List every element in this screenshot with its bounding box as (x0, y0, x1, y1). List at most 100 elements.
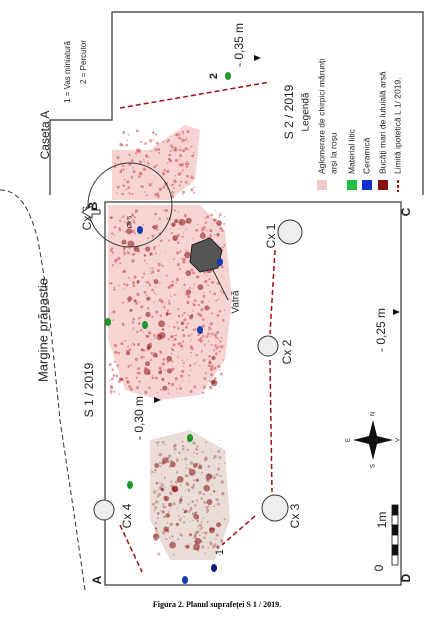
clay-speck (183, 288, 185, 290)
legend-swatch (378, 180, 388, 190)
clay-speck (208, 361, 212, 365)
clay-speck (135, 376, 138, 379)
clay-speck (153, 165, 157, 169)
clay-speck (133, 275, 137, 279)
clay-speck (129, 253, 131, 255)
clay-speck (152, 224, 158, 230)
caseta-outline (49, 11, 424, 195)
clay-speck (163, 495, 170, 502)
clay-speck (174, 443, 176, 445)
clay-speck (173, 452, 176, 454)
clay-speck (181, 448, 185, 451)
clay-speck (175, 334, 178, 336)
clay-speck (163, 486, 166, 489)
clay-speck (145, 294, 148, 296)
clay-speck (168, 454, 172, 458)
clay-speck (152, 278, 154, 280)
clay-speck (198, 313, 203, 317)
pit (93, 499, 115, 521)
clay-speck (121, 164, 125, 167)
find-marker (211, 564, 217, 572)
clay-speck (209, 527, 213, 531)
pit (257, 335, 279, 357)
clay-speck (197, 284, 204, 291)
clay-speck (187, 503, 190, 506)
clay-speck (158, 481, 161, 484)
clay-speck (193, 283, 195, 285)
clay-speck (158, 370, 163, 375)
clay-speck (155, 133, 158, 136)
label: - 0,30 m (132, 396, 146, 440)
clay-speck (182, 257, 186, 262)
clay-speck (170, 184, 173, 187)
clay-speck (156, 391, 159, 394)
clay-speck (179, 498, 183, 502)
clay-speck (175, 471, 179, 474)
clay-speck (153, 279, 159, 285)
clay-speck (172, 486, 179, 493)
clay-speck (181, 235, 184, 238)
clay-speck (148, 284, 151, 286)
clay-speck (183, 283, 186, 287)
clay-speck (157, 441, 160, 444)
clay-speck (214, 333, 217, 337)
clay-speck (154, 148, 158, 151)
limit-line (119, 524, 143, 573)
clay-speck (191, 512, 195, 516)
clay-speck (222, 318, 225, 322)
clay-speck (216, 314, 220, 317)
clay-speck (138, 301, 140, 303)
clay-speck (192, 483, 195, 486)
clay-speck (178, 384, 181, 386)
clay-speck (132, 342, 135, 345)
find-marker (217, 258, 223, 266)
clay-speck (151, 270, 155, 274)
clay-speck (218, 266, 220, 268)
clay-speck (156, 516, 159, 520)
clay-speck (110, 216, 113, 219)
clay-speck (117, 351, 121, 355)
clay-speck (117, 380, 121, 383)
clay-speck (158, 452, 163, 457)
clay-speck (185, 165, 189, 168)
clay-speck (158, 152, 161, 154)
clay-speck (182, 361, 185, 364)
clay-speck (146, 160, 148, 163)
clay-speck (216, 522, 222, 528)
clay-speck (113, 234, 115, 236)
clay-speck (177, 342, 181, 346)
arrow (81, 205, 101, 219)
clay-speck (210, 494, 212, 496)
clay-speck (171, 280, 174, 283)
clay-speck (113, 360, 116, 363)
clay-speck (149, 139, 153, 143)
clay-speck (161, 264, 164, 267)
clay-speck (213, 455, 217, 458)
clay-speck (142, 272, 146, 275)
clay-speck (127, 365, 131, 368)
clay-speck (154, 337, 156, 340)
clay-speck (154, 193, 157, 196)
clay-speck (159, 282, 161, 284)
clay-speck (111, 264, 115, 267)
clay-speck (137, 371, 141, 375)
clay-speck (167, 368, 173, 374)
clay-speck (219, 290, 223, 293)
clay-speck (133, 216, 136, 219)
clay-speck (114, 162, 116, 165)
clay-area (112, 125, 200, 200)
clay-speck (176, 251, 180, 255)
clay-speck (168, 491, 173, 496)
clay-speck (138, 380, 141, 383)
clay-speck (187, 141, 189, 143)
clay-speck (134, 209, 139, 213)
clay-speck (202, 385, 206, 389)
label: N (371, 412, 377, 416)
clay-speck (193, 533, 197, 537)
clay-speck (171, 339, 173, 342)
clay-speck (167, 460, 170, 463)
scale-segment (391, 514, 399, 526)
clay-speck (179, 132, 181, 135)
clay-speck (203, 377, 207, 381)
clay-speck (207, 465, 211, 468)
